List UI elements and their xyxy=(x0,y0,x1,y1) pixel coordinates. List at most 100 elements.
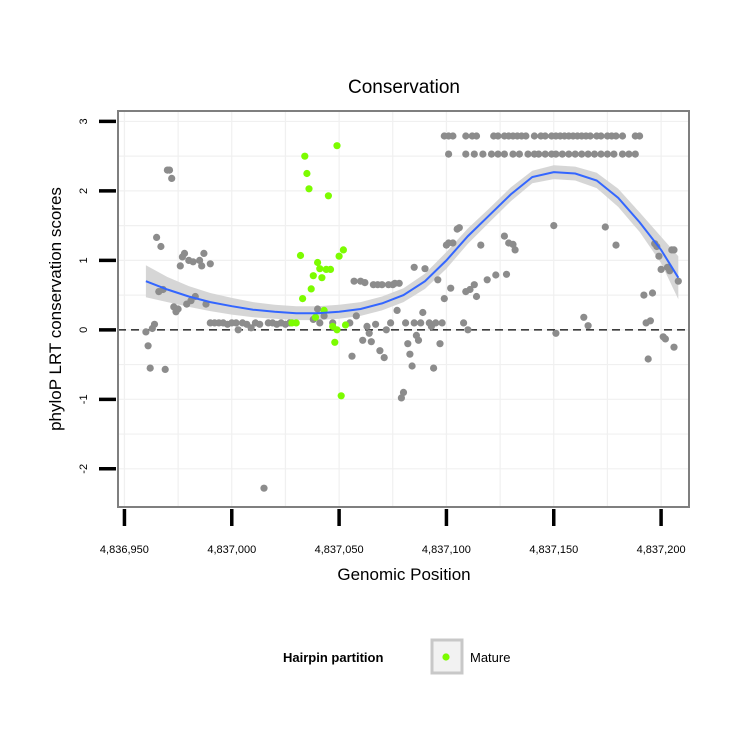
x-tick-label: 4,837,100 xyxy=(422,544,471,556)
data-point-other xyxy=(522,132,530,140)
data-point-other xyxy=(198,262,206,270)
data-point-mature xyxy=(307,285,315,293)
data-point-other xyxy=(200,249,208,257)
data-point-mature xyxy=(316,265,324,273)
y-tick-label: -2 xyxy=(78,464,90,474)
data-point-mature xyxy=(333,142,341,150)
data-point-other xyxy=(646,317,655,325)
y-tick-label: 2 xyxy=(78,188,90,194)
data-point-other xyxy=(618,132,627,140)
x-tick-label: 4,837,200 xyxy=(637,544,686,556)
data-point-other xyxy=(410,263,418,271)
data-point-other xyxy=(438,319,446,327)
data-point-other xyxy=(387,319,395,327)
data-point-other xyxy=(359,336,367,344)
data-point-other xyxy=(524,150,532,158)
data-point-mature xyxy=(337,392,345,400)
data-point-other xyxy=(320,312,328,320)
data-point-other xyxy=(625,150,633,158)
data-point-other xyxy=(314,305,322,313)
data-point-other xyxy=(445,150,453,158)
data-point-other xyxy=(146,364,154,372)
data-point-other xyxy=(509,240,517,248)
data-point-other xyxy=(597,132,605,140)
data-point-mature xyxy=(301,152,309,160)
data-point-other xyxy=(502,270,511,278)
data-point-other xyxy=(363,322,371,330)
data-point-other xyxy=(618,150,627,158)
chart-title: Conservation xyxy=(348,77,460,98)
data-point-other xyxy=(142,328,150,336)
data-point-other xyxy=(174,305,182,313)
data-point-mature xyxy=(333,326,341,334)
data-point-other xyxy=(234,326,242,334)
data-point-mature xyxy=(335,252,343,260)
data-point-other xyxy=(578,150,586,158)
x-tick-label: 4,837,000 xyxy=(207,544,256,556)
data-point-other xyxy=(367,338,375,346)
panel-border xyxy=(117,110,690,508)
data-point-other xyxy=(586,132,594,140)
data-point-other xyxy=(464,326,472,334)
data-point-other xyxy=(447,284,455,292)
data-point-other xyxy=(365,329,373,337)
data-point-other xyxy=(449,132,457,140)
data-point-other xyxy=(352,312,360,320)
y-tick-label: 0 xyxy=(78,327,90,333)
data-point-other xyxy=(565,150,573,158)
data-point-other xyxy=(153,233,161,241)
data-point-other xyxy=(168,174,176,182)
data-point-other xyxy=(470,281,478,289)
data-point-other xyxy=(479,150,487,158)
smooth-trend-line xyxy=(145,171,680,315)
data-point-other xyxy=(472,292,481,301)
data-point-mature xyxy=(318,274,326,282)
data-point-other xyxy=(472,132,481,140)
data-point-other xyxy=(655,252,663,260)
data-point-other xyxy=(256,320,264,328)
data-point-mature xyxy=(339,246,347,254)
data-point-other xyxy=(316,319,324,327)
data-point-other xyxy=(477,241,485,249)
data-point-other xyxy=(558,150,566,158)
data-point-other xyxy=(631,150,639,158)
data-point-mature xyxy=(292,319,300,327)
data-point-mature xyxy=(311,313,320,321)
data-point-other xyxy=(640,291,648,299)
data-point-other xyxy=(535,150,543,158)
data-point-other xyxy=(410,319,418,327)
y-tick-label: 3 xyxy=(78,118,90,124)
data-point-other xyxy=(399,388,408,396)
data-point-other xyxy=(417,319,425,327)
data-point-other xyxy=(541,150,549,158)
data-point-other xyxy=(612,132,620,140)
data-point-other xyxy=(260,484,268,492)
data-point-other xyxy=(597,150,605,158)
data-point-other xyxy=(494,150,502,158)
data-point-other xyxy=(509,150,517,158)
data-point-other xyxy=(176,262,184,270)
data-point-other xyxy=(165,166,174,174)
data-point-other xyxy=(380,354,388,362)
data-point-other xyxy=(670,343,678,351)
data-point-other xyxy=(666,267,674,275)
data-point-other xyxy=(552,329,560,337)
data-point-other xyxy=(462,150,470,158)
data-point-other xyxy=(487,150,496,158)
data-point-other xyxy=(376,347,384,355)
data-point-other xyxy=(657,265,665,273)
data-point-other xyxy=(550,222,558,230)
mature-points xyxy=(288,142,350,400)
data-point-other xyxy=(661,335,670,343)
data-point-other xyxy=(552,150,560,158)
data-point-other xyxy=(470,150,478,158)
data-point-other xyxy=(196,256,204,264)
data-point-other xyxy=(397,394,405,402)
data-point-mature xyxy=(314,258,322,267)
data-point-other xyxy=(157,242,165,251)
data-point-other xyxy=(378,281,386,289)
data-point-other xyxy=(674,277,682,285)
data-point-other xyxy=(449,239,457,247)
data-point-other xyxy=(670,246,678,254)
